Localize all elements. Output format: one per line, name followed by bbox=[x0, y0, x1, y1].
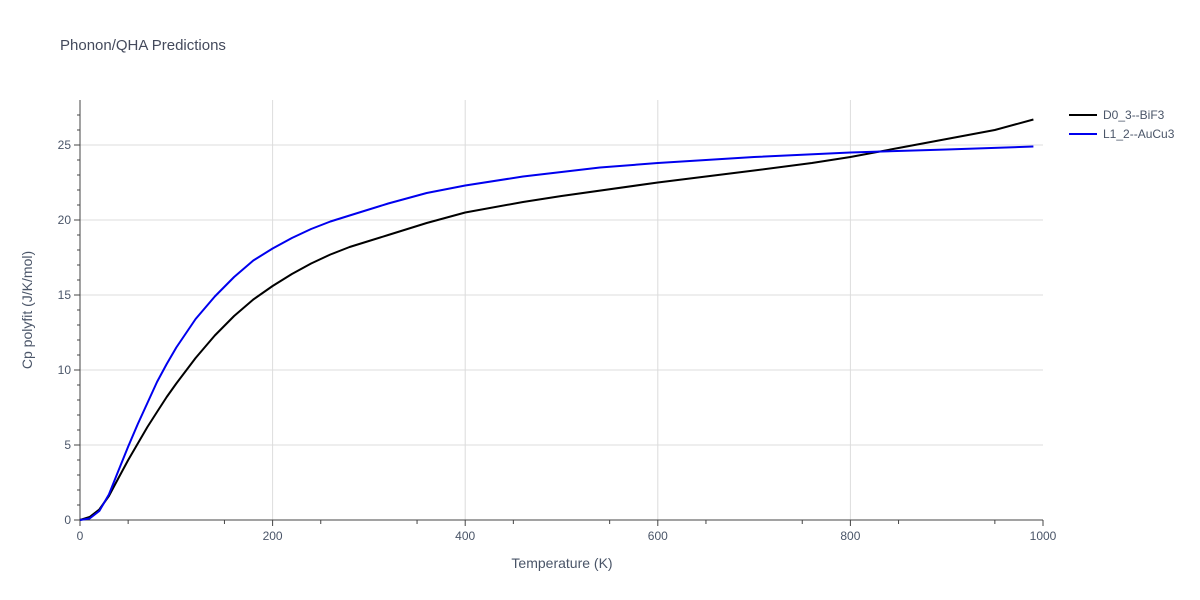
x-tick-label: 400 bbox=[455, 529, 475, 543]
chart-title: Phonon/QHA Predictions bbox=[60, 37, 226, 54]
y-tick-label: 20 bbox=[58, 213, 72, 227]
x-tick-label: 800 bbox=[840, 529, 860, 543]
legend-label: D0_3--BiF3 bbox=[1103, 108, 1165, 122]
series-group bbox=[79, 118, 1034, 521]
legend-item-1[interactable]: L1_2--AuCu3 bbox=[1069, 127, 1175, 141]
legend-label: L1_2--AuCu3 bbox=[1103, 127, 1175, 141]
y-tick-label: 15 bbox=[58, 288, 72, 302]
y-tick-label: 10 bbox=[58, 363, 72, 377]
series-line-0 bbox=[79, 118, 1034, 521]
grid bbox=[80, 100, 1043, 520]
legend-item-0[interactable]: D0_3--BiF3 bbox=[1069, 108, 1165, 122]
x-axis-title: Temperature (K) bbox=[511, 555, 612, 571]
series-line-1 bbox=[79, 145, 1034, 521]
ticks: 0 200 400 600 800 1000 0 5 10 15 20 25 bbox=[58, 114, 1057, 543]
legend[interactable]: D0_3--BiF3 L1_2--AuCu3 bbox=[1069, 108, 1175, 141]
y-tick-label: 5 bbox=[64, 438, 71, 452]
y-tick-label: 0 bbox=[64, 513, 71, 527]
x-tick-label: 200 bbox=[263, 529, 283, 543]
x-tick-label: 600 bbox=[648, 529, 668, 543]
axes bbox=[79, 100, 1043, 521]
y-axis-title: Cp polyfit (J/K/mol) bbox=[19, 251, 35, 369]
x-tick-label: 1000 bbox=[1030, 529, 1057, 543]
x-tick-label: 0 bbox=[77, 529, 84, 543]
y-tick-label: 25 bbox=[58, 138, 72, 152]
